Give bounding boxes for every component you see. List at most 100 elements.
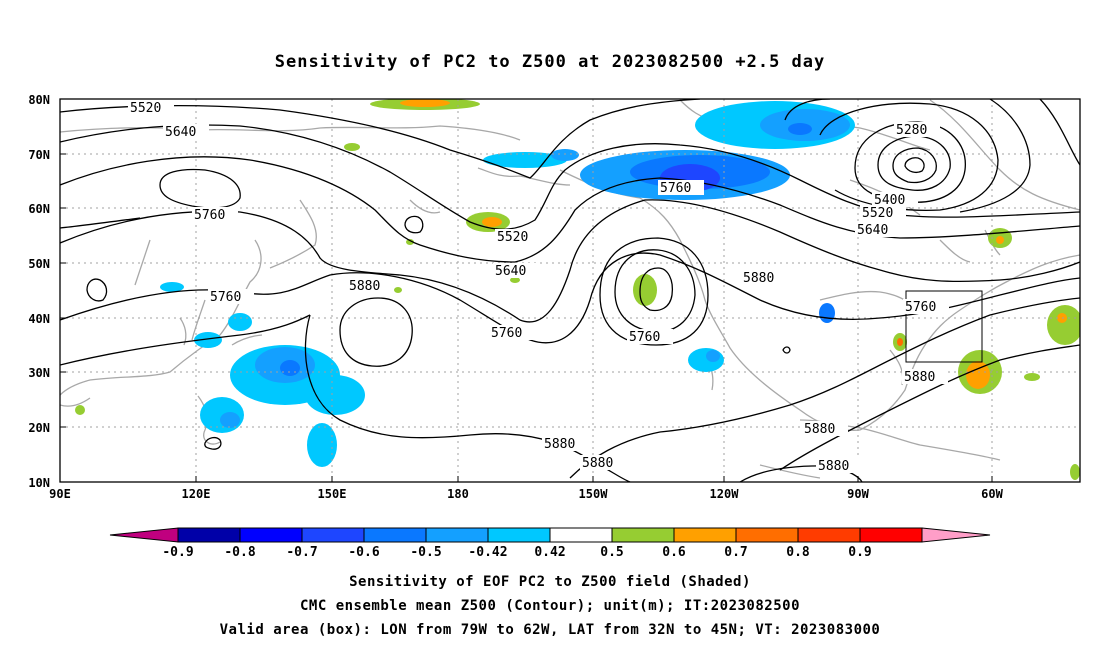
colorbar-tick-label: -0.7 xyxy=(286,545,317,560)
lat-label: 70N xyxy=(28,148,50,162)
latitude-axis: 80N 70N 60N 50N 40N 30N 20N 10N xyxy=(28,93,50,490)
colorbar-tick-label: -0.6 xyxy=(348,545,379,560)
contour-label: 5640 xyxy=(857,223,888,238)
shade-blob xyxy=(1024,373,1040,381)
colorbar-tick-label: -0.9 xyxy=(162,545,193,560)
lon-label: 90W xyxy=(847,487,869,501)
colorbar-tick-label: 0.9 xyxy=(848,545,871,560)
lat-label: 30N xyxy=(28,366,50,380)
shade-blob xyxy=(1047,305,1080,345)
colorbar: -0.9 -0.8 -0.7 -0.6 -0.5 -0.42 0.42 0.5 0.6 0.7 0.… xyxy=(109,527,991,560)
lat-label: 40N xyxy=(28,312,50,326)
contour-label: 5880 xyxy=(743,271,774,286)
contour-label: 5880 xyxy=(349,279,380,294)
caption-line-3: Valid area (box): LON from 79W to 62W, L… xyxy=(219,622,881,638)
contour-label: 5760 xyxy=(905,300,936,315)
lon-label: 90E xyxy=(49,487,71,501)
colorbar-bin xyxy=(425,527,489,543)
contour-label: 5760 xyxy=(660,181,691,196)
colorbar-bin xyxy=(611,527,675,543)
lon-label: 180 xyxy=(447,487,469,501)
shade-blob xyxy=(551,149,579,161)
shade-blob xyxy=(406,239,414,245)
colorbar-tick-label: -0.42 xyxy=(468,545,507,560)
contour-label: 5280 xyxy=(896,123,927,138)
shade-blob xyxy=(220,412,240,428)
contour-label: 5880 xyxy=(544,437,575,452)
lat-label: 20N xyxy=(28,421,50,435)
colorbar-bin xyxy=(301,527,365,543)
colorbar-high-triangle xyxy=(921,527,991,543)
colorbar-tick-label: 0.6 xyxy=(662,545,686,560)
shade-blob xyxy=(706,350,720,362)
valid-area-box xyxy=(905,290,983,363)
contour-label: 5400 xyxy=(874,193,905,208)
contour-label: 5520 xyxy=(130,101,161,116)
shade-blob xyxy=(482,217,502,227)
contour-labels: 5520 5640 5760 5760 5880 5520 5640 5760 … xyxy=(128,100,949,474)
colorbar-low-triangle xyxy=(109,527,179,543)
contour-label: 5640 xyxy=(495,264,526,279)
colorbar-bin xyxy=(177,527,241,543)
map-title: Sensitivity of PC2 to Z500 at 2023082500… xyxy=(274,52,826,72)
lon-label: 150W xyxy=(579,487,609,501)
contour-label: 5880 xyxy=(904,370,935,385)
sensitivity-shading xyxy=(75,99,1080,480)
shade-blob xyxy=(75,405,85,415)
shade-blob xyxy=(194,332,222,348)
shade-blob xyxy=(305,375,365,415)
colorbar-tick-label: -0.8 xyxy=(224,545,255,560)
shade-blob xyxy=(400,99,450,107)
shade-blob xyxy=(788,123,812,135)
shade-blob xyxy=(483,152,567,168)
colorbar-bin xyxy=(859,527,923,543)
shade-blob xyxy=(897,338,903,346)
caption-line-1: Sensitivity of EOF PC2 to Z500 field (Sh… xyxy=(349,574,751,590)
colorbar-bin xyxy=(673,527,737,543)
lat-label: 60N xyxy=(28,202,50,216)
shade-blob xyxy=(966,361,990,389)
shade-blob xyxy=(160,282,184,292)
shade-blob xyxy=(996,236,1004,244)
colorbar-tick-label: 0.5 xyxy=(600,545,623,560)
contour-label: 5760 xyxy=(491,326,522,341)
shade-blob xyxy=(307,423,337,467)
colorbar-bin xyxy=(363,527,427,543)
caption-line-2: CMC ensemble mean Z500 (Contour); unit(m… xyxy=(299,598,800,614)
colorbar-bin xyxy=(487,527,551,543)
colorbar-tick-label: 0.8 xyxy=(786,545,810,560)
shade-blob xyxy=(344,143,360,151)
colorbar-tick-label: 0.7 xyxy=(724,545,747,560)
colorbar-bin xyxy=(797,527,861,543)
contour-label: 5880 xyxy=(804,422,835,437)
lat-label: 80N xyxy=(28,93,50,107)
contour-label: 5520 xyxy=(497,230,528,245)
contour-label: 5520 xyxy=(862,206,893,221)
shade-blob xyxy=(510,277,520,283)
lon-label: 60W xyxy=(981,487,1003,501)
map-frame xyxy=(59,98,1081,483)
colorbar-bin xyxy=(239,527,303,543)
shade-blob xyxy=(688,348,724,372)
contour-label: 5880 xyxy=(818,459,849,474)
contour-label: 5760 xyxy=(210,290,241,305)
lon-label: 150E xyxy=(318,487,347,501)
lat-label: 10N xyxy=(28,476,50,490)
colorbar-bin xyxy=(549,527,613,543)
axis-ticks xyxy=(60,153,993,482)
shade-blob xyxy=(280,360,300,376)
lon-label: 120E xyxy=(182,487,211,501)
contour-label: 5640 xyxy=(165,125,196,140)
shade-blob xyxy=(1070,464,1080,480)
shade-blob xyxy=(228,313,252,331)
shade-blob xyxy=(633,274,657,306)
contour-label: 5760 xyxy=(629,330,660,345)
shade-blob xyxy=(394,287,402,293)
colorbar-bin xyxy=(735,527,799,543)
colorbar-tick-label: -0.5 xyxy=(410,545,441,560)
lat-label: 50N xyxy=(28,257,50,271)
contour-label: 5760 xyxy=(194,208,225,223)
longitude-axis: 90E 120E 150E 180 150W 120W 90W 60W xyxy=(49,487,1003,501)
shade-blob xyxy=(819,303,835,323)
